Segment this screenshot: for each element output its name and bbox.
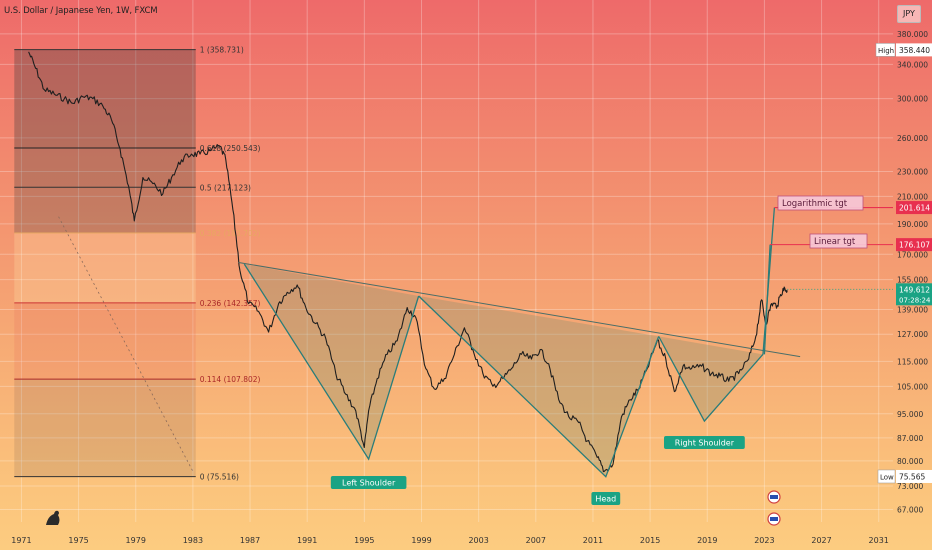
- y-tick-label: 139.000: [897, 305, 928, 314]
- y-tick-label: 73.000: [897, 482, 923, 491]
- x-tick-label: 1999: [411, 536, 431, 545]
- fib-level-label-0.236: 0.236 (142.357): [200, 299, 261, 308]
- log-target-label: Logarithmic tgt: [782, 199, 848, 209]
- high-price-tag: 358.440: [899, 46, 930, 55]
- event-flag-stripe: [770, 495, 778, 499]
- tradingview-logo-icon: [46, 510, 60, 525]
- y-tick-label: 340.000: [897, 60, 928, 69]
- x-tick-label: 1987: [240, 536, 260, 545]
- left-shoulder-label-badge: [330, 476, 407, 489]
- log-target-label-box: [777, 195, 864, 211]
- y-tick-label: 87.000: [897, 434, 923, 443]
- x-tick-label: 1995: [354, 536, 374, 545]
- fib-band-0.382-0.236: [14, 233, 196, 303]
- chart-title: U.S. Dollar / Japanese Yen, 1W, FXCM: [4, 6, 158, 16]
- fib-level-label-0.114: 0.114 (107.802): [200, 375, 261, 384]
- head-fill: [418, 296, 659, 477]
- y-tick-label: 105.000: [897, 382, 928, 391]
- low-tag-bg: [877, 469, 896, 484]
- fib-level-label-0.618: 0.618 (250.543): [200, 144, 261, 153]
- currency-selector[interactable]: JPY: [897, 5, 921, 23]
- y-tick-label: 380.000: [897, 30, 928, 39]
- y-tick-label: 155.000: [897, 276, 928, 285]
- x-tick-label: 2011: [583, 536, 603, 545]
- fib-band-1-0.618: [14, 49, 196, 149]
- right-shoulder-label-badge: [663, 436, 745, 449]
- fib-band-0.114-0: [14, 379, 196, 477]
- log-target-price-tag-bg: [896, 201, 932, 215]
- bar-countdown: 07:28:24: [899, 296, 931, 304]
- low-tag-label: Low: [880, 473, 894, 481]
- low-price-tag: 75.565: [899, 472, 925, 481]
- fib-level-label-0: 0 (75.516): [200, 473, 239, 482]
- fib-band-0.236-0.114: [14, 302, 196, 380]
- current-price-tag: 149.612: [899, 285, 930, 294]
- low-price-tag-bg: [896, 469, 932, 483]
- x-tick-label: 2015: [640, 536, 660, 545]
- event-flag-icon-1: [767, 490, 781, 504]
- y-tick-label: 300.000: [897, 95, 928, 104]
- high-price-tag-bg: [896, 43, 932, 57]
- x-tick-label: 2023: [754, 536, 774, 545]
- linear-target-label-box: [809, 233, 868, 249]
- linear-target-price-tag-bg: [896, 238, 932, 252]
- event-flag-stripe: [770, 517, 778, 521]
- x-tick-label: 2019: [697, 536, 717, 545]
- x-tick-label: 1991: [297, 536, 317, 545]
- y-tick-label: 210.000: [897, 192, 928, 201]
- fib-band-0.618-0.5: [14, 148, 196, 188]
- linear-target-price-tag: 176.107: [899, 241, 930, 250]
- head-lines: [418, 295, 660, 478]
- right-shoulder-label: Right Shoulder: [675, 439, 735, 448]
- x-tick-label: 2007: [526, 536, 546, 545]
- left-shoulder-fill: [244, 264, 419, 460]
- log-target-price-tag: 201.614: [899, 204, 930, 213]
- right-shoulder-fill: [658, 336, 763, 422]
- fib-band-0.5-0.382: [14, 187, 196, 234]
- y-tick-label: 67.000: [897, 505, 923, 514]
- x-tick-label: 2027: [811, 536, 831, 545]
- left-shoulder-lines: [243, 263, 420, 461]
- head-label: Head: [595, 495, 616, 504]
- neckline: [238, 261, 801, 358]
- high-tag-label: High: [878, 47, 894, 55]
- right-shoulder-lines: [658, 336, 764, 423]
- price-series-line: [28, 51, 788, 473]
- y-tick-label: 95.000: [897, 410, 923, 419]
- fib-level-label-0.5: 0.5 (217.123): [200, 183, 251, 192]
- y-tick-label: 230.000: [897, 167, 928, 176]
- y-tick-label: 170.000: [897, 250, 928, 259]
- high-tag-bg: [875, 43, 896, 57]
- y-tick-label: 260.000: [897, 134, 928, 143]
- left-shoulder-label: Left Shoulder: [342, 479, 396, 488]
- x-tick-label: 2031: [869, 536, 889, 545]
- x-tick-label: 1983: [183, 536, 203, 545]
- y-tick-label: 127.000: [897, 330, 928, 339]
- head-label-badge: [591, 492, 621, 505]
- x-tick-label: 1971: [11, 536, 31, 545]
- x-tick-label: 2003: [468, 536, 488, 545]
- y-tick-label: 80.000: [897, 457, 923, 466]
- x-tick-label: 1979: [126, 536, 146, 545]
- y-tick-label: 190.000: [897, 220, 928, 229]
- linear-target-label: Linear tgt: [814, 237, 856, 247]
- fib-level-label-0.382: 0.382 (183.702): [200, 229, 261, 238]
- event-flag-icon-2: [767, 512, 781, 526]
- linear-target-projection: [763, 244, 771, 355]
- y-tick-label: 115.000: [897, 357, 928, 366]
- current-price-tag-bg: [896, 283, 932, 306]
- x-tick-label: 1975: [68, 536, 88, 545]
- fib-level-label-1: 1 (358.731): [200, 46, 244, 55]
